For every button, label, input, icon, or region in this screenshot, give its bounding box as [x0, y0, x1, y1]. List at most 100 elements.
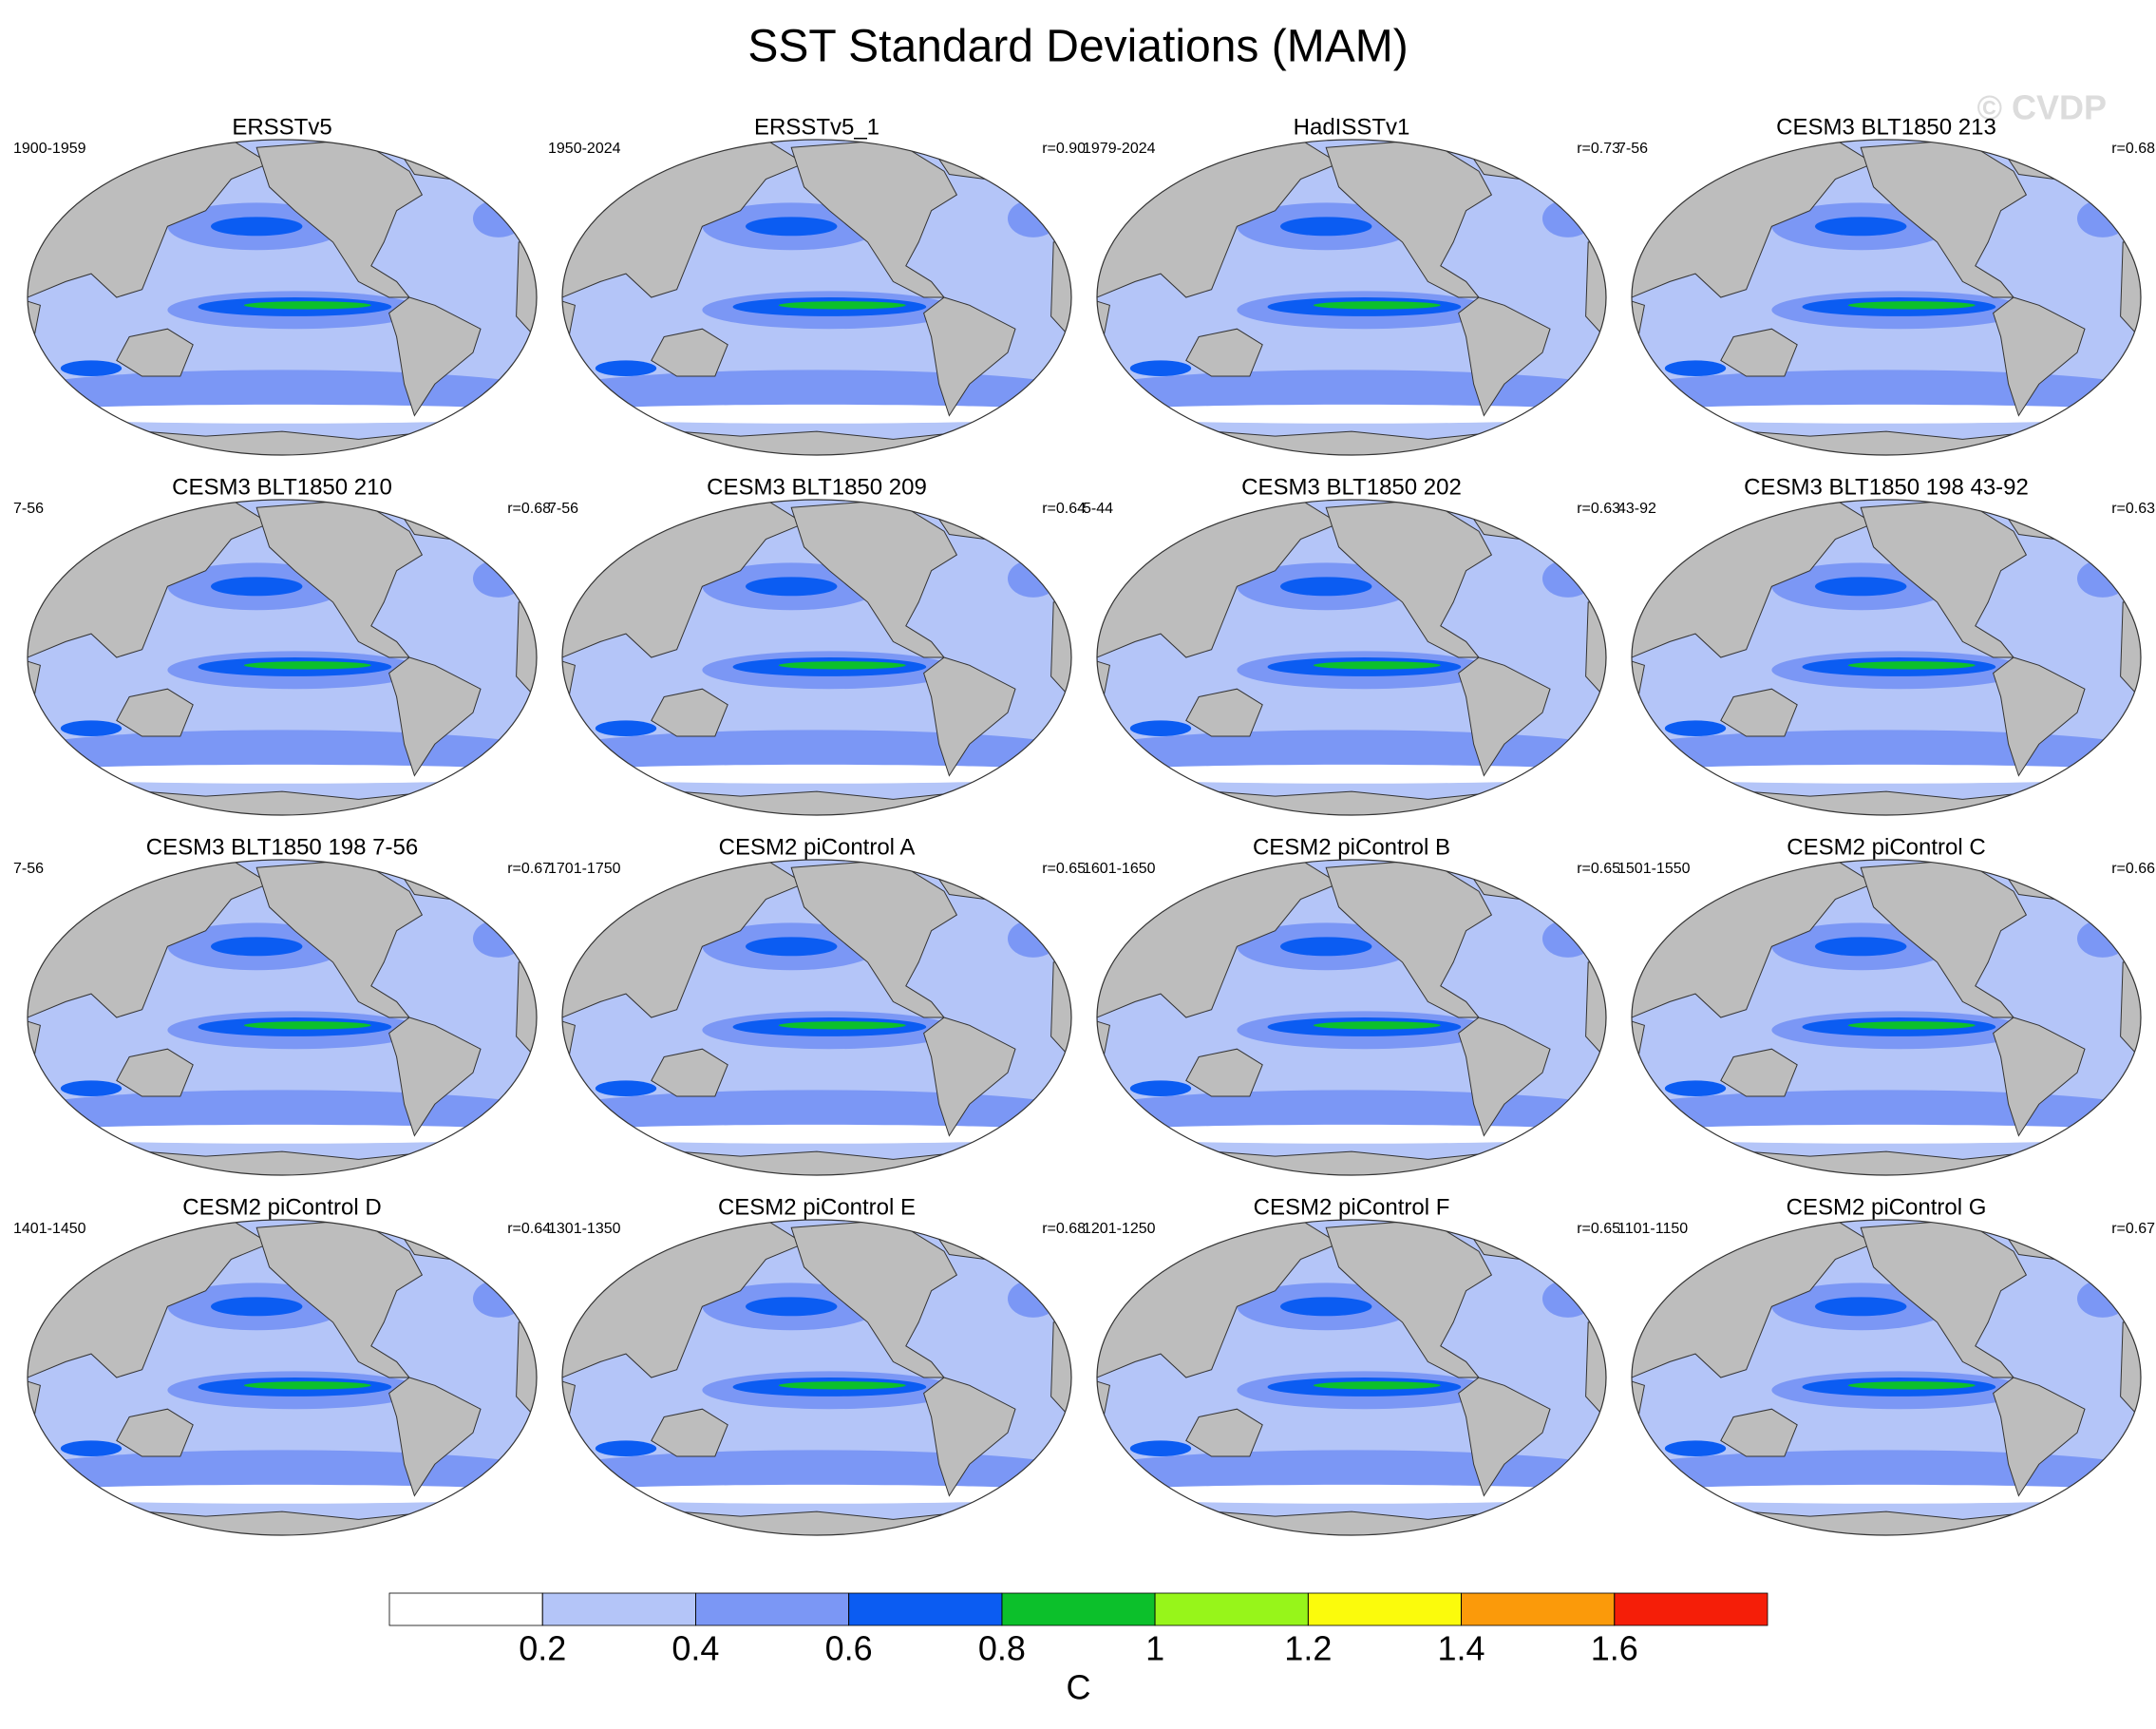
- sst-region: [1313, 301, 1441, 310]
- map-border: [27, 859, 538, 1176]
- sst-region: [1129, 1080, 1192, 1096]
- map-panel: ERSSTv5 1900-1959: [13, 114, 538, 456]
- sst-region: [1542, 560, 1594, 598]
- land: [1720, 1048, 1798, 1097]
- map: [1097, 1220, 1606, 1535]
- map: [562, 500, 1071, 815]
- land: [651, 688, 728, 737]
- colorbar-box: [695, 1592, 850, 1626]
- sst-region: [1632, 404, 2141, 424]
- panel-correlation: r=0.65: [1042, 861, 1086, 877]
- panel-period: 1601-1650: [1083, 861, 1156, 877]
- land: [790, 860, 958, 1018]
- colorbar-tick-label: 1.6: [1591, 1629, 1638, 1668]
- sst-region: [1129, 1440, 1192, 1456]
- panel-title: CESM2 piControl G: [1787, 1194, 1987, 1220]
- land: [1585, 241, 1606, 354]
- map: [1632, 860, 2141, 1175]
- panel-period: 7-56: [13, 861, 44, 877]
- panel-correlation: r=0.65: [1577, 1221, 1620, 1237]
- sst-region: [2077, 560, 2128, 598]
- panel-period: 1950-2024: [548, 141, 621, 157]
- sst-region: [1008, 200, 1059, 238]
- land: [1458, 296, 1551, 417]
- land: [1325, 140, 1493, 298]
- land: [1993, 1377, 2086, 1497]
- sst-region: [243, 1021, 371, 1030]
- land: [1325, 860, 1493, 1018]
- map-border: [1631, 1219, 2142, 1536]
- land: [2120, 601, 2141, 714]
- map-border: [1096, 139, 1607, 456]
- sst-region: [778, 1021, 906, 1030]
- panel-period: 1701-1750: [548, 861, 621, 877]
- sst-region: [1008, 920, 1059, 958]
- colorbar-tick-label: 1.4: [1438, 1629, 1485, 1668]
- map: [1632, 500, 2141, 815]
- sst-region: [473, 1280, 524, 1318]
- land: [1325, 1220, 1493, 1378]
- land: [651, 1048, 728, 1097]
- panel-title: CESM2 piControl B: [1253, 834, 1450, 860]
- land: [651, 1408, 728, 1457]
- panel-title: CESM2 piControl D: [182, 1194, 381, 1220]
- land: [255, 140, 424, 298]
- map: [28, 860, 537, 1175]
- land: [2120, 241, 2141, 354]
- sst-region: [595, 360, 657, 377]
- land: [1585, 1321, 1606, 1434]
- sst-region: [1664, 1080, 1727, 1096]
- sst-region: [28, 1124, 537, 1144]
- colorbar-tick-label: 1: [1145, 1629, 1164, 1668]
- sst-region: [745, 937, 838, 957]
- land: [1325, 500, 1493, 658]
- sst-region: [1664, 1440, 1727, 1456]
- panel-period: 1201-1250: [1083, 1221, 1156, 1237]
- colorbar-tick-label: 0.6: [825, 1629, 873, 1668]
- colorbar-box: [848, 1592, 1003, 1626]
- sst-region: [28, 1484, 537, 1504]
- panel-correlation: r=0.68: [507, 501, 551, 517]
- sst-region: [60, 1440, 123, 1456]
- map-border: [1096, 1219, 1607, 1536]
- land: [790, 500, 958, 658]
- map-border: [1096, 499, 1607, 816]
- land: [255, 1220, 424, 1378]
- panel-period: 7-56: [13, 501, 44, 517]
- map-panel: CESM3 BLT1850 210 7-56 r=0.68: [13, 474, 551, 816]
- land: [923, 656, 1016, 777]
- sst-region: [1847, 301, 1976, 310]
- sst-region: [243, 301, 371, 310]
- map-panel: CESM2 piControl C 1501-1550 r=0.66: [1617, 834, 2155, 1176]
- sst-region: [1279, 937, 1372, 957]
- sst-region: [243, 661, 371, 670]
- sst-region: [1313, 1021, 1441, 1030]
- panel-period: 1979-2024: [1083, 141, 1156, 157]
- sst-region: [60, 720, 123, 736]
- colorbar-box: [1307, 1592, 1462, 1626]
- map-panel: CESM2 piControl F 1201-1250 r=0.65: [1083, 1194, 1620, 1536]
- sst-region: [473, 920, 524, 958]
- sst-region: [745, 217, 838, 237]
- map: [1097, 500, 1606, 815]
- sst-region: [1279, 1297, 1372, 1317]
- panel-correlation: r=0.65: [1577, 861, 1620, 877]
- land: [1185, 328, 1263, 377]
- watermark: © CVDP: [1976, 88, 2107, 127]
- colorbar-label: C: [1067, 1668, 1091, 1707]
- land: [923, 1377, 1016, 1497]
- sst-region: [562, 404, 1071, 424]
- land: [1050, 1321, 1071, 1434]
- map-border: [561, 1219, 1072, 1536]
- sst-region: [1129, 720, 1192, 736]
- sst-region: [595, 1080, 657, 1096]
- map-panel: CESM3 BLT1850 198 43-92 43-92 r=0.63: [1617, 474, 2155, 816]
- panel-title: HadISSTv1: [1294, 114, 1410, 140]
- panel-title: CESM3 BLT1850 209: [707, 474, 927, 500]
- land: [651, 328, 728, 377]
- panel-title: CESM3 BLT1850 210: [172, 474, 392, 500]
- panel-correlation: r=0.64: [507, 1221, 551, 1237]
- sst-region: [1097, 404, 1606, 424]
- land: [790, 1220, 958, 1378]
